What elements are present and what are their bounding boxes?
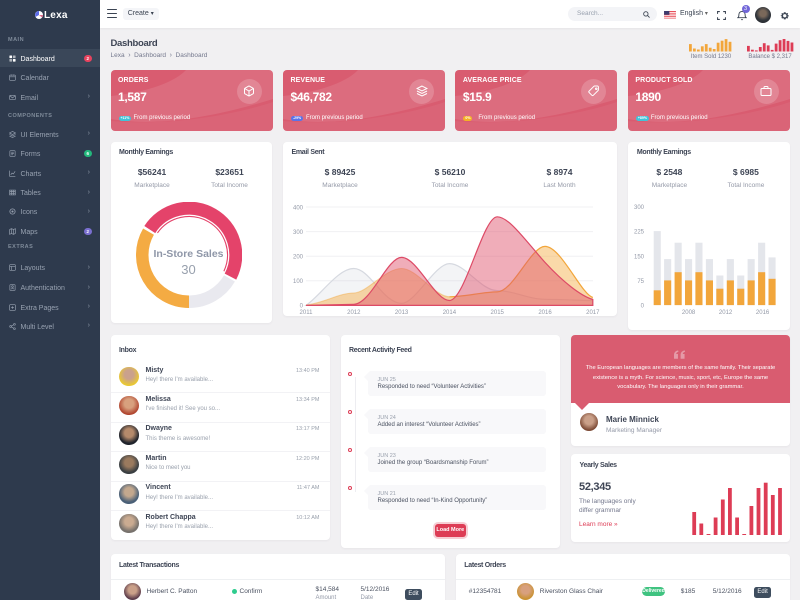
svg-text:150: 150 — [634, 254, 645, 260]
svg-text:400: 400 — [293, 206, 304, 212]
svg-text:0: 0 — [641, 304, 645, 310]
svg-text:100: 100 — [293, 279, 304, 285]
svg-text:200: 200 — [293, 255, 304, 261]
svg-text:2011: 2011 — [300, 310, 314, 316]
svg-text:75: 75 — [638, 279, 645, 285]
svg-text:2008: 2008 — [682, 310, 696, 316]
svg-text:0: 0 — [300, 304, 304, 310]
svg-text:2015: 2015 — [491, 310, 505, 316]
svg-text:2014: 2014 — [443, 310, 457, 316]
svg-text:300: 300 — [634, 205, 645, 211]
svg-text:2012: 2012 — [719, 310, 733, 316]
svg-text:2016: 2016 — [756, 310, 770, 316]
svg-text:225: 225 — [634, 230, 645, 236]
svg-text:300: 300 — [293, 230, 304, 236]
svg-text:2017: 2017 — [586, 310, 600, 316]
svg-text:2012: 2012 — [347, 310, 361, 316]
svg-text:2016: 2016 — [538, 310, 552, 316]
svg-text:2013: 2013 — [395, 310, 409, 316]
